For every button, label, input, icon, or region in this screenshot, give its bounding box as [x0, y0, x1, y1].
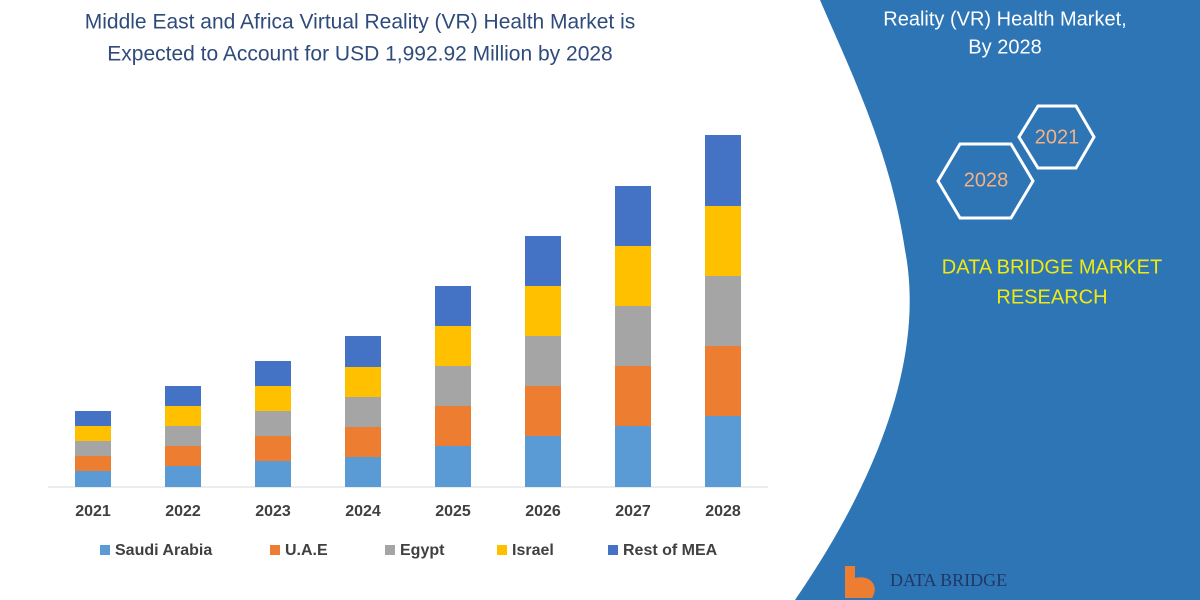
x-tick-label: 2027: [615, 503, 651, 520]
logo-text: DATA BRIDGE: [890, 570, 1007, 590]
bar-segment: [705, 206, 741, 276]
bar-segment: [255, 361, 291, 386]
x-tick-label: 2021: [75, 503, 111, 520]
bar-segment: [75, 456, 111, 471]
legend-swatch: [270, 545, 280, 555]
bar-segment: [435, 406, 471, 446]
bar-segment: [705, 346, 741, 416]
bar-segment: [525, 236, 561, 286]
hexagon: [936, 142, 1035, 220]
hexagon: [1017, 104, 1096, 170]
bar-segment: [75, 411, 111, 426]
bar-segment: [345, 397, 381, 427]
bar-segment: [165, 466, 201, 487]
bar-segment: [165, 446, 201, 466]
bar-segment: [255, 411, 291, 436]
legend-label: Saudi Arabia: [115, 542, 212, 559]
x-tick-label: 2025: [435, 503, 471, 520]
bar-segment: [435, 366, 471, 406]
bar-segment: [525, 386, 561, 436]
title-line: Middle East and Africa Virtual Reality (…: [85, 11, 636, 34]
bar-segment: [615, 246, 651, 306]
x-tick-label: 2022: [165, 503, 201, 520]
legend-swatch: [385, 545, 395, 555]
bar-segment: [255, 461, 291, 487]
legend-label: Israel: [512, 542, 554, 559]
bar-segment: [165, 426, 201, 446]
bar-segment: [435, 286, 471, 326]
bar-segment: [345, 457, 381, 487]
bar-segment: [165, 386, 201, 406]
bar-segment: [345, 336, 381, 367]
logo-icon: [845, 566, 875, 598]
bar-segment: [525, 436, 561, 487]
bar-segment: [615, 366, 651, 426]
bar-segment: [75, 426, 111, 441]
bar-segment: [615, 426, 651, 487]
bar-segment: [165, 406, 201, 426]
bar-segment: [615, 306, 651, 366]
bar-segment: [525, 336, 561, 386]
legend-swatch: [100, 545, 110, 555]
title-line: Expected to Account for USD 1,992.92 Mil…: [107, 43, 612, 66]
bar-segment: [255, 436, 291, 461]
panel-heading: Reality (VR) Health Market,: [883, 8, 1126, 30]
brand-text: DATA BRIDGE MARKET: [942, 256, 1162, 278]
bar-segment: [435, 446, 471, 487]
bar-segment: [255, 386, 291, 411]
bar-segment: [705, 276, 741, 346]
bar-segment: [345, 427, 381, 457]
x-tick-label: 2026: [525, 503, 561, 520]
bar-segment: [435, 326, 471, 366]
legend-swatch: [608, 545, 618, 555]
hexagon-label: 2021: [1035, 126, 1080, 148]
x-tick-label: 2028: [705, 503, 741, 520]
bar-segment: [525, 286, 561, 336]
bar-segment: [75, 471, 111, 487]
legend-label: U.A.E: [285, 542, 328, 559]
bar-segment: [705, 416, 741, 487]
bar-segment: [345, 367, 381, 397]
panel-heading: By 2028: [968, 36, 1041, 58]
side-panel: [795, 0, 1200, 600]
legend-label: Rest of MEA: [623, 542, 718, 559]
brand-text: RESEARCH: [996, 286, 1107, 308]
bar-segment: [615, 186, 651, 246]
bar-segment: [705, 135, 741, 206]
x-tick-label: 2024: [345, 503, 381, 520]
legend-label: Egypt: [400, 542, 445, 559]
legend-swatch: [497, 545, 507, 555]
hexagon-label: 2028: [964, 169, 1009, 191]
bar-segment: [75, 441, 111, 456]
x-tick-label: 2023: [255, 503, 291, 520]
